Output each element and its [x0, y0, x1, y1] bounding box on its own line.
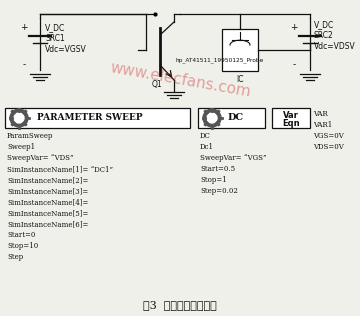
Text: Eqn: Eqn — [282, 118, 300, 127]
Text: hp_AT41511_19950125_Probe: hp_AT41511_19950125_Probe — [176, 57, 264, 63]
Text: SimInstanceName[5]=: SimInstanceName[5]= — [7, 209, 88, 217]
Text: Dc1: Dc1 — [200, 143, 214, 151]
Text: VDS=0V: VDS=0V — [313, 143, 344, 151]
Text: PARAMETER SWEEP: PARAMETER SWEEP — [37, 113, 143, 123]
Text: -: - — [22, 60, 26, 70]
Text: V_DC: V_DC — [45, 23, 65, 32]
Text: SimInstanceName[2]=: SimInstanceName[2]= — [7, 176, 88, 184]
Text: 图3  封装模型仿真电路: 图3 封装模型仿真电路 — [143, 300, 217, 310]
Text: VAR1: VAR1 — [313, 121, 332, 129]
Circle shape — [14, 113, 24, 123]
Circle shape — [10, 109, 28, 127]
Text: V_DC: V_DC — [314, 20, 334, 29]
Text: VAR: VAR — [313, 110, 328, 118]
Text: ParamSweep: ParamSweep — [7, 132, 54, 140]
Text: Start=0: Start=0 — [7, 231, 35, 239]
Text: SweepVar= “VGS”: SweepVar= “VGS” — [200, 154, 267, 162]
Text: Var: Var — [283, 111, 299, 119]
Circle shape — [207, 113, 217, 123]
Text: Stop=1: Stop=1 — [200, 176, 227, 184]
Text: Step=0.02: Step=0.02 — [200, 187, 238, 195]
Text: IC: IC — [236, 75, 244, 84]
Text: www.elecfans.com: www.elecfans.com — [108, 60, 252, 100]
Text: +: + — [20, 23, 28, 33]
Text: SRC1: SRC1 — [45, 34, 65, 43]
Text: Sweep1: Sweep1 — [7, 143, 35, 151]
Text: -: - — [292, 60, 296, 70]
Text: SRC2: SRC2 — [314, 31, 334, 40]
Text: SimInstanceName[3]=: SimInstanceName[3]= — [7, 187, 88, 195]
Circle shape — [203, 109, 221, 127]
Text: Vdc=VGSV: Vdc=VGSV — [45, 45, 87, 54]
Bar — [198, 108, 265, 128]
Text: Q1: Q1 — [152, 80, 163, 89]
Text: Step: Step — [7, 253, 23, 261]
Bar — [5, 108, 190, 128]
Bar — [272, 108, 310, 128]
Text: SimInstanceName[6]=: SimInstanceName[6]= — [7, 220, 88, 228]
Text: Vdc=VDSV: Vdc=VDSV — [314, 42, 356, 51]
Text: Stop=10: Stop=10 — [7, 242, 38, 250]
Text: DC: DC — [228, 113, 244, 123]
Text: Start=0.5: Start=0.5 — [200, 165, 235, 173]
Text: DC: DC — [200, 132, 211, 140]
Bar — [222, 29, 258, 71]
Text: SimInstanceName[4]=: SimInstanceName[4]= — [7, 198, 88, 206]
Text: SimInstanceName[1]= “DC1”: SimInstanceName[1]= “DC1” — [7, 165, 113, 173]
Text: SweepVar= “VDS”: SweepVar= “VDS” — [7, 154, 74, 162]
Text: VGS=0V: VGS=0V — [313, 132, 344, 140]
Text: +: + — [290, 23, 298, 33]
